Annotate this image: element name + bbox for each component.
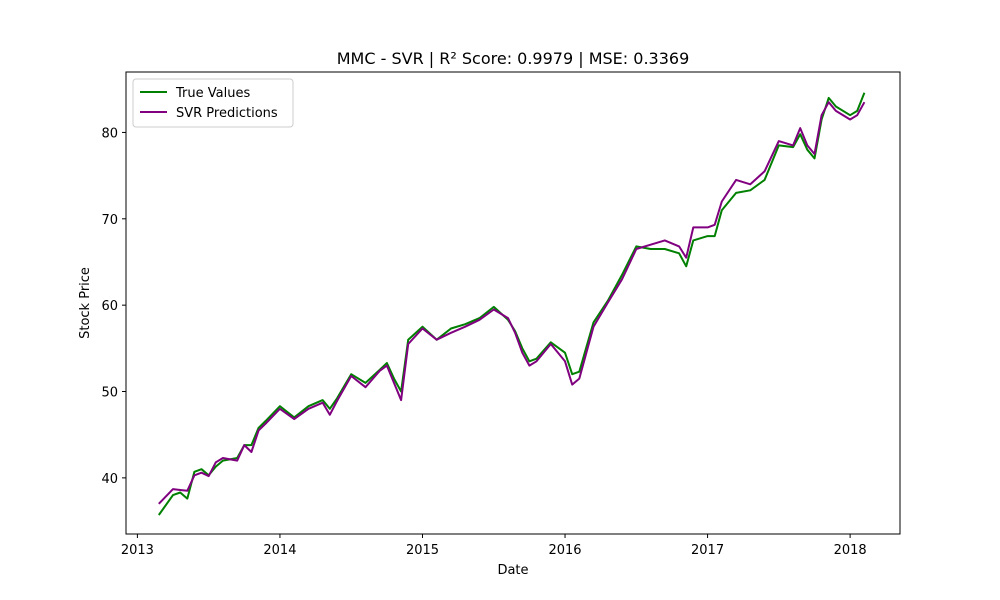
y-tick-label: 40 (101, 472, 118, 487)
legend-box (132, 78, 294, 128)
x-tick-label: 2014 (263, 543, 296, 558)
x-tick-label: 2016 (548, 543, 581, 558)
chart-title: MMC - SVR | R² Score: 0.9979 | MSE: 0.33… (337, 49, 690, 68)
y-axis-label: Stock Price (78, 267, 93, 339)
y-tick-label: 70 (101, 213, 118, 228)
axes-frame (125, 71, 901, 535)
legend-label-true-values: True Values (175, 86, 250, 101)
x-tick-label: 2018 (834, 543, 867, 558)
series-line-svr-predictions (158, 101, 866, 505)
y-tick-label: 50 (101, 386, 118, 401)
plot-area: 2013 2014 2015 2016 2017 2018 40 50 60 70 80 True V… (101, 71, 901, 558)
x-tick-label: 2013 (121, 543, 154, 558)
x-tick-label: 2015 (406, 543, 439, 558)
y-tick-label: 60 (101, 299, 118, 314)
y-tick-label: 80 (101, 126, 118, 141)
x-axis-label: Date (497, 563, 528, 578)
x-tick-label: 2017 (691, 543, 724, 558)
legend-label-svr-predictions: SVR Predictions (176, 106, 278, 121)
